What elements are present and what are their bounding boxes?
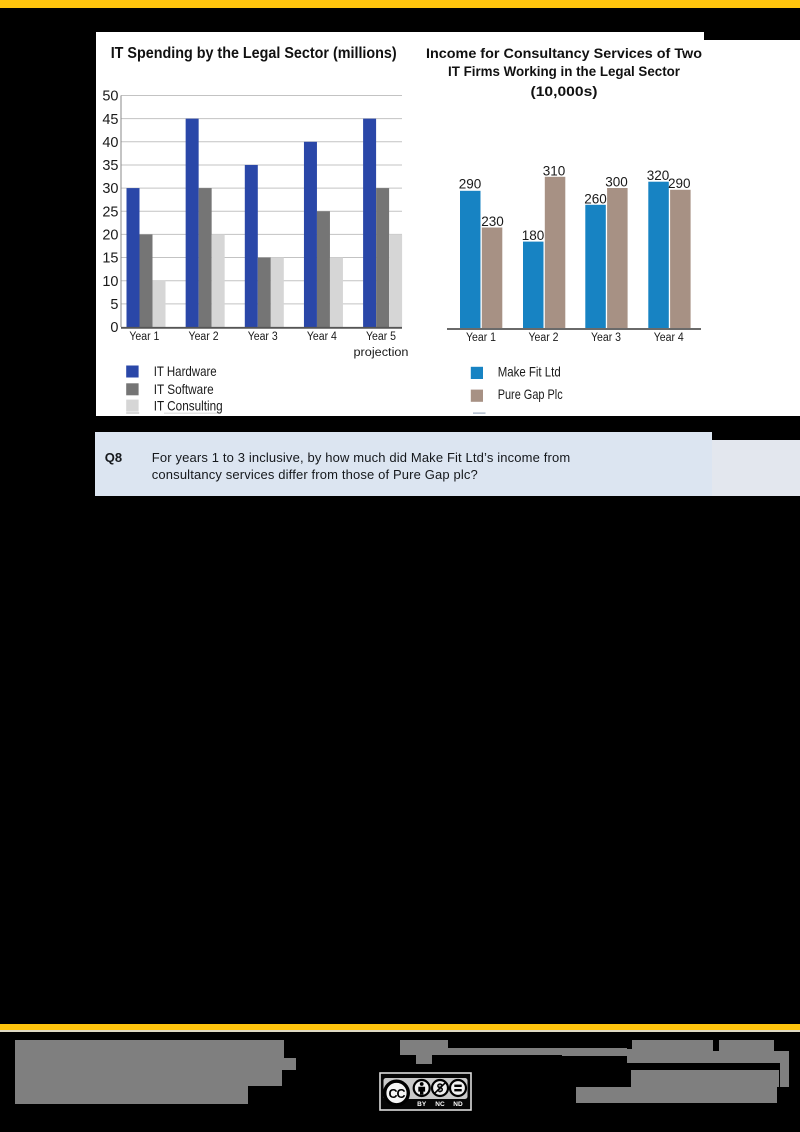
svg-text:Pure Gap Plc: Pure Gap Plc <box>498 386 563 402</box>
svg-text:15: 15 <box>102 251 118 267</box>
svg-text:IT Hardware: IT Hardware <box>154 363 217 379</box>
svg-text:Year 4: Year 4 <box>307 331 338 343</box>
svg-text:40: 40 <box>102 135 118 151</box>
svg-text:290: 290 <box>459 177 482 192</box>
svg-text:20: 20 <box>102 228 118 244</box>
svg-text:Year 3: Year 3 <box>591 332 621 344</box>
svg-text:50: 50 <box>102 89 118 105</box>
svg-text:Income for Consultancy Service: Income for Consultancy Services of Two <box>426 45 702 61</box>
svg-text:Year 4: Year 4 <box>654 332 685 344</box>
svg-text:320: 320 <box>647 168 670 183</box>
svg-text:0: 0 <box>110 320 118 336</box>
svg-text:$: $ <box>437 1083 444 1095</box>
svg-text:Year 2: Year 2 <box>529 332 559 344</box>
svg-text:300: 300 <box>605 175 628 190</box>
svg-text:5: 5 <box>110 297 118 313</box>
svg-text:NC: NC <box>435 1101 445 1108</box>
svg-text:290: 290 <box>668 176 691 191</box>
svg-text:BY: BY <box>417 1101 427 1108</box>
svg-text:260: 260 <box>584 191 607 206</box>
svg-text:Year 3: Year 3 <box>248 331 278 343</box>
svg-text:projection: projection <box>354 347 409 359</box>
svg-text:IT Spending by the Legal Secto: IT Spending by the Legal Sector (million… <box>111 45 397 62</box>
svg-text:Year 1: Year 1 <box>466 332 496 344</box>
svg-text:(10,000s): (10,000s) <box>531 83 598 99</box>
svg-text:ND: ND <box>453 1101 463 1108</box>
svg-text:IT Software: IT Software <box>154 381 214 397</box>
svg-text:180: 180 <box>522 228 545 243</box>
svg-text:CC: CC <box>388 1087 405 1101</box>
svg-text:30: 30 <box>102 181 118 197</box>
svg-text:45: 45 <box>102 112 118 128</box>
svg-text:Year 1: Year 1 <box>129 331 159 343</box>
svg-text:IT Firms Working in the Legal: IT Firms Working in the Legal Sector <box>448 63 681 79</box>
svg-text:Year 2: Year 2 <box>189 331 219 343</box>
svg-text:Year 5: Year 5 <box>366 331 396 343</box>
svg-text:35: 35 <box>102 158 118 174</box>
svg-text:310: 310 <box>543 164 566 179</box>
svg-text:25: 25 <box>102 204 118 220</box>
svg-text:230: 230 <box>481 214 504 229</box>
svg-text:IT Consulting: IT Consulting <box>154 397 223 413</box>
svg-text:10: 10 <box>102 274 118 290</box>
svg-text:Make Fit Ltd: Make Fit Ltd <box>498 363 561 379</box>
